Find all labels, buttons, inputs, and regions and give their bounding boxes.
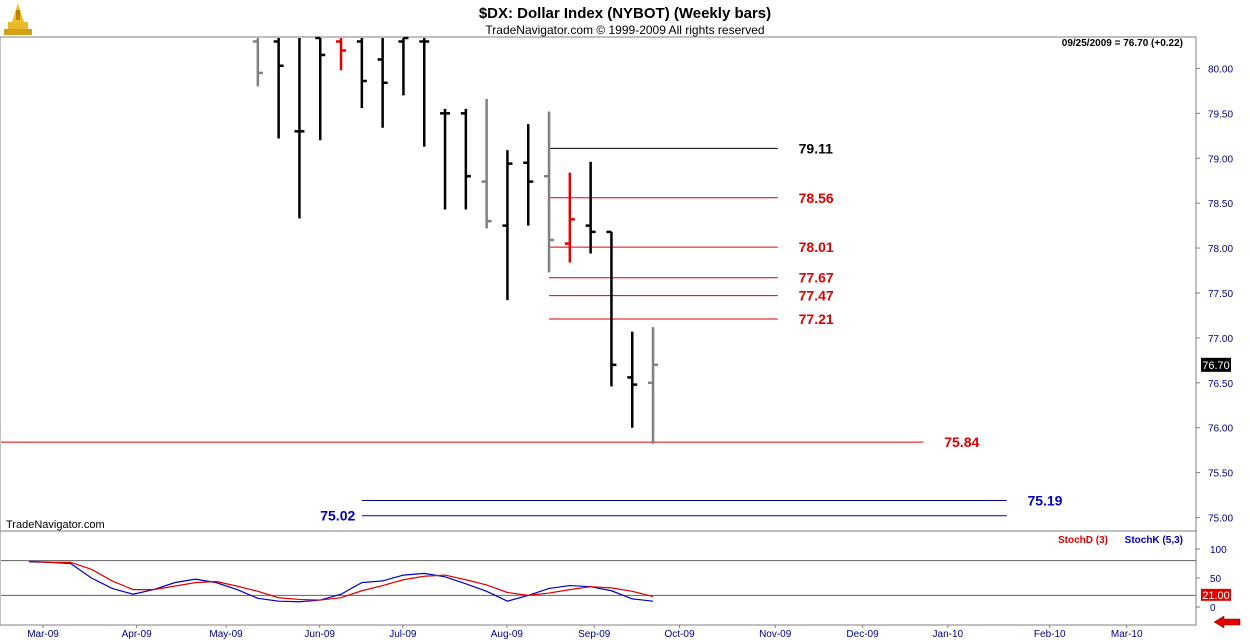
time-tick-label: Jul-09: [389, 629, 417, 640]
time-tick-label: Mar-09: [27, 629, 59, 640]
ohlc-bar: [315, 36, 326, 141]
ohlc-bar: [336, 38, 347, 71]
ohlc-bar: [481, 98, 492, 229]
ohlc-bar: [585, 161, 596, 254]
time-tick-label: Sep-09: [578, 629, 611, 640]
price-tick-label: 76.00: [1208, 424, 1233, 435]
price-level-label: 75.02: [320, 508, 355, 524]
stoch-last-marker: 21.00: [1201, 588, 1231, 602]
price-tick-label: 80.00: [1208, 64, 1233, 75]
ohlc-bar: [294, 38, 305, 219]
price-tick-label: 77.50: [1208, 289, 1233, 300]
ohlc-bar: [606, 230, 617, 387]
stochd-legend: StochD (3): [1058, 535, 1108, 546]
price-tick-label: 76.50: [1208, 379, 1233, 390]
stochk-legend: StochK (5,3): [1125, 535, 1183, 546]
stochastic-lines: [1, 560, 1196, 603]
time-tick-label: Mar-10: [1111, 629, 1143, 640]
ohlc-bar: [544, 111, 555, 273]
chart-subtitle: TradeNavigator.com © 1999-2009 All right…: [485, 23, 764, 37]
price-level-label: 77.47: [799, 288, 834, 304]
price-level-label: 75.84: [944, 434, 979, 450]
ohlc-bar: [460, 108, 471, 210]
time-tick-label: Apr-09: [122, 629, 152, 640]
stochd-line: [29, 560, 654, 601]
price-tick-label: 78.50: [1208, 199, 1233, 210]
ohlc-bar: [564, 172, 575, 263]
time-tick-label: Jun-09: [304, 629, 335, 640]
stochastic-panel: [0, 530, 1197, 626]
time-tick-label: Feb-10: [1034, 629, 1066, 640]
last-price-label: 76.70: [1202, 360, 1230, 372]
price-tick-label: 79.50: [1208, 109, 1233, 120]
ohlc-bar: [627, 331, 638, 428]
ohlc-bar: [252, 38, 263, 87]
stochk-line: [29, 561, 654, 603]
price-level-label: 79.11: [799, 140, 833, 156]
chart-title: $DX: Dollar Index (NYBOT) (Weekly bars): [479, 5, 771, 22]
price-tick-label: 75.50: [1208, 469, 1233, 480]
time-tick-label: Aug-09: [491, 629, 524, 640]
price-level-label: 77.67: [799, 270, 834, 286]
ohlc-bar: [419, 38, 430, 147]
last-price-marker: 76.70: [1201, 357, 1231, 372]
time-tick-label: Oct-09: [665, 629, 695, 640]
price-panel: [0, 36, 1197, 532]
price-tick-label: 75.00: [1208, 514, 1233, 525]
price-tick-label: 77.00: [1208, 334, 1233, 345]
time-tick-label: May-09: [209, 629, 243, 640]
time-tick-label: Jan-10: [933, 629, 964, 640]
ohlc-bar: [273, 38, 284, 139]
stoch-tick-label: 100: [1210, 545, 1227, 556]
stochastic-axis: 100 50 0: [1196, 545, 1227, 614]
price-levels: 79.11 78.56 78.01 77.67 77.47 77.21 75.84 75.19…: [1, 140, 1063, 524]
price-axis: 80.00 79.50 79.00 78.50 78.00 77.50 77.00 76.50…: [1196, 64, 1233, 525]
ohlc-bar: [440, 108, 451, 210]
time-axis: Mar-09 Apr-09 May-09 Jun-09 Jul-09 Aug-09 Sep-…: [27, 625, 1143, 640]
stoch-tick-label: 50: [1210, 574, 1222, 585]
time-tick-label: Dec-09: [846, 629, 879, 640]
ohlc-bar: [523, 124, 534, 226]
watermark-text: TradeNavigator.com: [6, 519, 105, 531]
price-level-label: 75.19: [1027, 492, 1062, 508]
ohlc-bar: [648, 327, 659, 444]
tradenavigator-logo-icon: [4, 3, 32, 35]
price-tick-label: 78.00: [1208, 244, 1233, 255]
ohlc-bar: [377, 38, 388, 128]
stoch-last-label: 21.00: [1202, 590, 1230, 602]
price-tick-label: 79.00: [1208, 154, 1233, 165]
price-level-label: 77.21: [799, 311, 834, 327]
ohlc-bar: [502, 150, 513, 301]
price-level-label: 78.56: [799, 190, 834, 206]
scroll-left-arrow-icon[interactable]: [1213, 615, 1241, 629]
price-level-label: 78.01: [799, 239, 834, 255]
last-quote-label: 09/25/2009 = 76.70 (+0.22): [1062, 38, 1183, 49]
ohlc-bars: [252, 36, 659, 444]
ohlc-bar: [398, 36, 409, 96]
time-tick-label: Nov-09: [759, 629, 792, 640]
stoch-tick-label: 0: [1210, 603, 1216, 614]
ohlc-bar: [356, 38, 367, 108]
